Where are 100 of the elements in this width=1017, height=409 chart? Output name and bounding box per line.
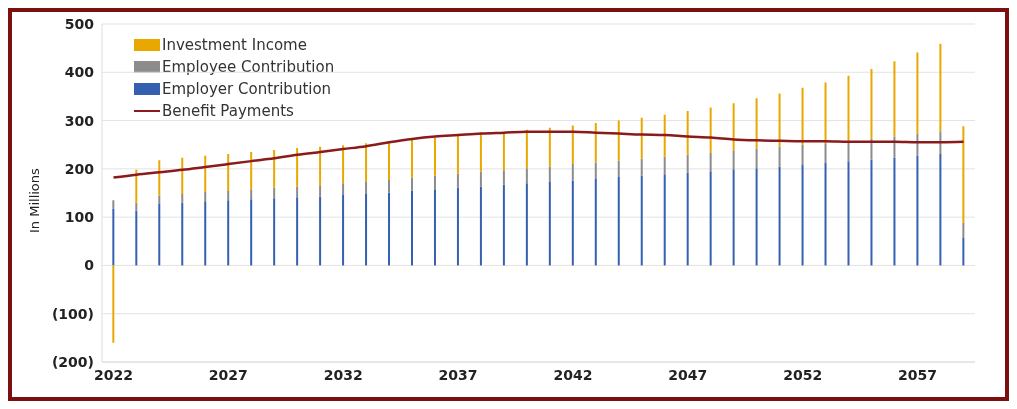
bar: [594, 162, 597, 179]
bar: [158, 204, 161, 266]
bar: [319, 185, 322, 197]
bar: [893, 136, 896, 158]
bar: [365, 181, 368, 194]
y-tick-label: 100: [64, 209, 95, 226]
bar: [571, 125, 574, 165]
bar: [388, 179, 391, 193]
bar: [686, 172, 689, 266]
bar: [388, 192, 391, 266]
bar: [296, 186, 299, 198]
legend-label: Investment Income: [162, 36, 307, 54]
bar: [250, 189, 253, 200]
bar: [456, 187, 459, 266]
bar: [479, 171, 482, 187]
bar: [181, 202, 184, 266]
x-tick-label: 2042: [553, 366, 593, 383]
bar: [640, 158, 643, 176]
bar: [709, 152, 712, 172]
bar: [847, 75, 850, 142]
bar: [273, 198, 276, 266]
bar: [433, 175, 436, 190]
bar: [135, 210, 138, 266]
bar: [686, 154, 689, 173]
bar: [548, 127, 551, 167]
bar: [273, 150, 276, 188]
bar: [135, 169, 138, 203]
bar: [411, 190, 413, 266]
bar: [158, 195, 161, 205]
bar: [709, 107, 712, 153]
x-tick-label: 2052: [783, 366, 823, 383]
bar: [365, 143, 368, 182]
bar: [250, 199, 253, 266]
bar: [640, 117, 643, 159]
bar: [181, 157, 184, 194]
bar: [571, 164, 574, 181]
bar: [663, 174, 666, 266]
bar: [388, 141, 391, 180]
bar: [342, 145, 345, 184]
bar: [433, 137, 436, 176]
x-tick-label: 2027: [208, 366, 248, 383]
y-tick-label: 0: [84, 257, 95, 274]
bar: [824, 143, 827, 164]
bar: [594, 179, 597, 266]
x-tick-label: 2022: [94, 366, 133, 383]
bar: [296, 197, 299, 266]
legend-label: Employer Contribution: [162, 80, 332, 98]
legend-label: Employee Contribution: [162, 58, 335, 76]
bar: [962, 237, 965, 266]
bar: [548, 181, 551, 266]
bar: [204, 201, 207, 266]
bar: [686, 110, 689, 155]
bar: [548, 166, 551, 182]
bar: [755, 98, 758, 149]
x-tick-label: 2037: [438, 366, 478, 383]
bar: [801, 87, 804, 145]
bar: [342, 183, 345, 195]
bar: [365, 193, 368, 266]
bar: [893, 157, 896, 266]
bar: [870, 159, 873, 266]
bar: [847, 161, 850, 266]
bar: [273, 187, 276, 199]
bar: [479, 186, 482, 266]
bar: [801, 164, 804, 266]
bar: [617, 177, 620, 266]
bar: [204, 155, 207, 193]
y-tick-label: (200): [51, 353, 94, 370]
bar: [112, 208, 115, 266]
bar: [433, 189, 436, 266]
bar: [181, 193, 184, 203]
bar: [204, 192, 207, 202]
bar: [227, 153, 230, 192]
bar: [916, 155, 919, 266]
bar: [342, 194, 345, 266]
x-tick-label: 2057: [898, 366, 938, 383]
bar: [112, 265, 115, 343]
x-tick-label: 2047: [668, 366, 708, 383]
line-series: [112, 130, 965, 179]
bar: [319, 146, 322, 186]
bar: [778, 166, 781, 266]
bar: [916, 52, 919, 134]
bar: [755, 148, 758, 169]
bar: [617, 160, 620, 178]
bar: [732, 103, 735, 151]
bar: [571, 180, 574, 266]
bar: [456, 173, 459, 188]
bar: [411, 177, 413, 191]
y-tick-label: 400: [64, 64, 95, 81]
bar: [663, 156, 666, 175]
bar: [502, 184, 505, 266]
bar: [250, 151, 253, 190]
bar: [112, 200, 115, 209]
y-axis-title: In Millions: [26, 167, 42, 233]
bar: [227, 200, 230, 266]
bar: [456, 136, 459, 174]
bar: [502, 132, 505, 171]
bar: [640, 175, 643, 266]
bar: [594, 122, 597, 163]
bar: [939, 153, 942, 266]
bar: [525, 183, 528, 266]
